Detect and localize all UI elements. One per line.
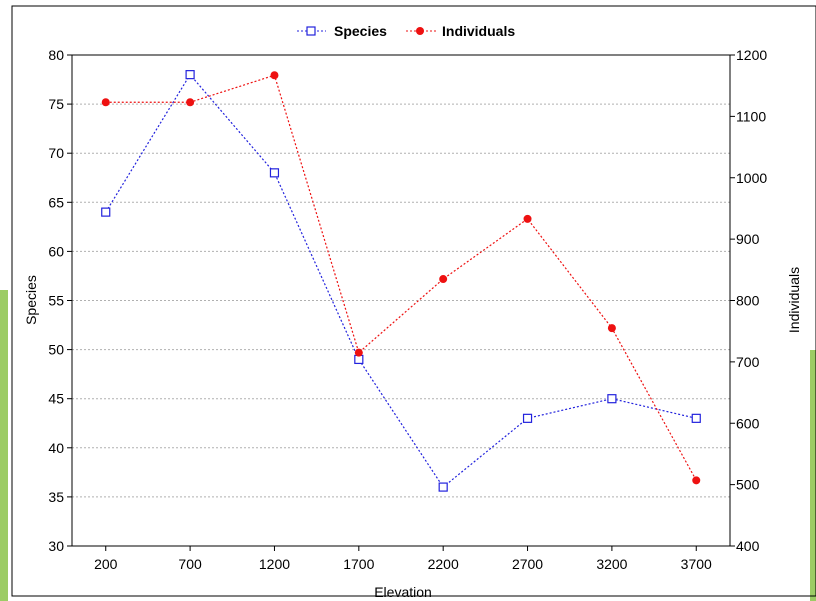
y-tick-label: 30 xyxy=(48,538,64,554)
y2-tick-label: 400 xyxy=(736,538,760,554)
y2-tick-label: 600 xyxy=(736,415,760,431)
y-tick-label: 45 xyxy=(48,391,64,407)
left-accent-bar xyxy=(0,290,8,601)
individuals-series-line xyxy=(105,74,697,481)
x-tick-label: 200 xyxy=(94,556,118,572)
y-tick-label: 55 xyxy=(48,293,64,309)
legend-individuals-label: Individuals xyxy=(442,23,515,39)
y2-tick-label: 700 xyxy=(736,354,760,370)
y2-tick-label: 800 xyxy=(736,293,760,309)
grid-lines xyxy=(72,103,730,498)
species-series-line xyxy=(105,73,697,488)
x-tick-label: 2200 xyxy=(428,556,459,572)
legend-species-marker xyxy=(306,26,316,36)
species-point xyxy=(438,482,448,492)
x-axis-title: Elevation xyxy=(374,584,432,600)
y-tick-label: 65 xyxy=(48,194,64,210)
tick-labels: 30 35 40 45 50 55 60 65 70 75 80 400 500 600 700 800 900… xyxy=(48,47,767,572)
individuals-point xyxy=(101,98,110,107)
species-point xyxy=(185,70,195,80)
y-tick-label: 35 xyxy=(48,489,64,505)
axes xyxy=(67,54,735,551)
y2-tick-label: 500 xyxy=(736,477,760,493)
legend-individuals-marker xyxy=(416,27,424,35)
y-tick-label: 70 xyxy=(48,145,64,161)
y-tick-label: 80 xyxy=(48,47,64,63)
right-accent-bar xyxy=(810,350,816,601)
species-point xyxy=(607,394,617,404)
y2-tick-label: 900 xyxy=(736,231,760,247)
plot-area-border xyxy=(71,54,731,547)
individuals-point xyxy=(439,275,448,284)
y-tick-label: 40 xyxy=(48,440,64,456)
y-tick-label: 75 xyxy=(48,96,64,112)
x-tick-label: 1200 xyxy=(259,556,290,572)
individuals-point xyxy=(692,476,701,485)
y-tick-label: 60 xyxy=(48,243,64,259)
y-tick-label: 50 xyxy=(48,342,64,358)
y-axis-title: Species xyxy=(23,275,39,325)
x-tick-label: 700 xyxy=(178,556,202,572)
x-tick-label: 3200 xyxy=(596,556,627,572)
y2-tick-label: 1000 xyxy=(736,170,767,186)
individuals-point xyxy=(186,98,195,107)
legend: Species Individuals xyxy=(297,23,515,39)
y2-tick-label: 1100 xyxy=(736,108,766,124)
chart-frame xyxy=(11,5,816,597)
individuals-point xyxy=(354,348,363,357)
series xyxy=(101,70,701,492)
legend-species-label: Species xyxy=(334,23,387,39)
x-tick-label: 2700 xyxy=(512,556,543,572)
individuals-point xyxy=(607,324,616,333)
species-point xyxy=(522,413,533,423)
species-point xyxy=(691,413,701,423)
y2-tick-label: 1200 xyxy=(736,47,767,63)
species-point xyxy=(269,168,280,178)
individuals-point xyxy=(270,71,279,80)
y2-axis-title: Individuals xyxy=(786,267,802,333)
x-tick-label: 3700 xyxy=(681,556,712,572)
species-point xyxy=(101,207,111,217)
x-tick-label: 1700 xyxy=(343,556,374,572)
individuals-point xyxy=(523,214,532,223)
